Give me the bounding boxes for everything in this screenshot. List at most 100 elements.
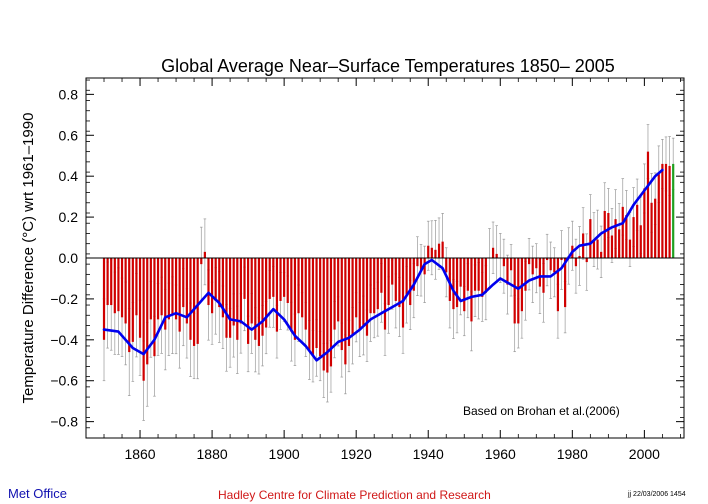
data-bar xyxy=(243,258,246,299)
data-bar xyxy=(578,255,581,258)
data-bar xyxy=(174,258,178,320)
x-tick-label: 1980 xyxy=(557,446,588,462)
data-bar xyxy=(225,258,228,338)
data-bar xyxy=(672,163,675,258)
data-bar xyxy=(275,258,279,332)
data-bar xyxy=(401,258,405,328)
data-bar xyxy=(117,258,120,312)
data-bar xyxy=(434,249,437,258)
data-bar xyxy=(365,258,369,336)
data-bar xyxy=(311,258,315,357)
y-tick-label: −0.2 xyxy=(50,291,78,307)
data-bar xyxy=(326,258,329,373)
data-bar xyxy=(405,258,408,295)
y-tick-label: −0.6 xyxy=(50,373,78,389)
data-bar xyxy=(394,258,397,301)
data-bar xyxy=(463,258,466,312)
data-bar xyxy=(380,258,383,293)
data-bar xyxy=(304,258,307,330)
hadley-centre-label: Hadley Centre for Climate Prediction and… xyxy=(218,488,491,502)
data-bar xyxy=(236,258,239,340)
data-bar xyxy=(574,258,578,267)
data-bar xyxy=(607,213,610,258)
data-bar xyxy=(398,258,401,308)
data-bar xyxy=(513,258,516,324)
data-bar xyxy=(639,225,642,258)
data-bar xyxy=(265,258,268,328)
data-bar xyxy=(203,251,206,258)
data-bar xyxy=(120,258,124,318)
data-bar xyxy=(110,258,113,306)
data-bar xyxy=(430,247,433,258)
data-bar xyxy=(232,258,235,326)
data-bar xyxy=(218,258,221,308)
data-bar xyxy=(239,258,243,324)
data-bar xyxy=(589,219,592,258)
data-bar xyxy=(564,258,567,308)
data-bar xyxy=(419,258,423,271)
data-bar xyxy=(409,258,412,306)
data-bar xyxy=(247,258,250,344)
data-bar xyxy=(445,258,448,273)
data-bar xyxy=(459,258,462,287)
data-bar xyxy=(301,258,304,318)
data-bar xyxy=(113,258,116,314)
data-bar xyxy=(646,151,650,258)
x-tick-label: 2000 xyxy=(629,446,660,462)
data-bar xyxy=(250,258,253,324)
data-bar xyxy=(621,206,624,258)
data-bar xyxy=(344,258,347,365)
data-bar xyxy=(668,165,671,258)
data-bar xyxy=(376,258,379,310)
data-bar xyxy=(603,210,606,258)
data-bar xyxy=(362,258,365,326)
data-bar xyxy=(369,258,372,314)
data-bar xyxy=(596,239,599,258)
data-bar xyxy=(600,251,603,258)
data-bar xyxy=(254,258,257,340)
source-annotation: Based on Brohan et al.(2006) xyxy=(463,404,620,418)
data-bar xyxy=(643,188,646,258)
data-bar xyxy=(473,258,477,291)
data-bar xyxy=(149,258,152,320)
data-bar xyxy=(484,258,487,293)
data-bar xyxy=(452,258,455,310)
y-tick-label: −0.8 xyxy=(50,414,78,430)
data-bar xyxy=(481,258,484,297)
data-bar xyxy=(448,258,451,301)
data-bar xyxy=(650,202,653,258)
data-bar xyxy=(491,247,495,258)
data-bar xyxy=(286,258,289,303)
data-bar xyxy=(272,258,275,297)
y-tick-label: 0.8 xyxy=(59,86,79,102)
data-bar xyxy=(153,258,156,357)
data-bar xyxy=(535,258,538,269)
data-bar xyxy=(185,258,188,324)
data-bar xyxy=(546,258,549,261)
data-bar xyxy=(146,258,149,365)
data-bar xyxy=(506,258,509,285)
data-bar xyxy=(373,258,376,314)
data-bar xyxy=(625,215,628,258)
data-bar xyxy=(391,258,394,285)
data-bar xyxy=(455,258,459,308)
data-bar xyxy=(358,258,361,330)
data-bar xyxy=(102,258,106,340)
data-bar xyxy=(351,258,354,336)
data-bar xyxy=(538,258,542,287)
data-bar xyxy=(527,258,531,265)
x-tick-label: 1900 xyxy=(269,446,300,462)
data-bar xyxy=(441,241,444,258)
x-tick-label: 1880 xyxy=(197,446,228,462)
data-bar xyxy=(124,258,127,324)
chart-title: Global Average Near–Surface Temperatures… xyxy=(161,56,615,76)
data-bar xyxy=(200,258,203,265)
data-bar xyxy=(412,258,415,291)
data-bar xyxy=(182,258,185,308)
data-bar xyxy=(466,258,469,291)
data-bar xyxy=(171,258,174,316)
data-bar xyxy=(632,217,635,258)
data-bar xyxy=(383,258,387,330)
x-tick-label: 1960 xyxy=(485,446,516,462)
